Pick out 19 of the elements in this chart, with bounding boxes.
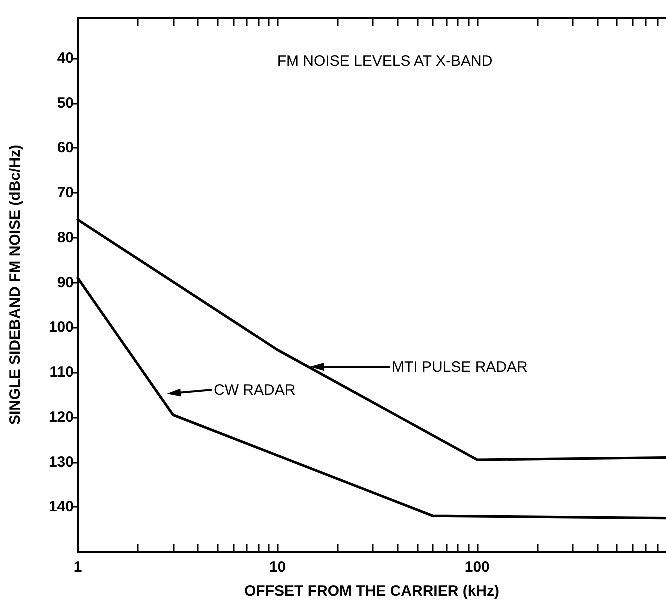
- y-tick-label: 70: [57, 184, 74, 202]
- y-tick-label: 80: [57, 229, 74, 246]
- x-tick-label: 1: [74, 559, 82, 576]
- y-tick-label: 120: [48, 408, 74, 426]
- y-tick-label: 140: [48, 498, 74, 516]
- x-tick-label: 100: [464, 559, 490, 576]
- y-tick-label: 110: [50, 364, 74, 382]
- y-tick-label: 40: [57, 50, 74, 67]
- annotation: MTI PULSE RADAR: [392, 359, 528, 376]
- x-tick-label: 10: [269, 559, 286, 576]
- y-tick-label: 90: [57, 274, 74, 292]
- y-tick-label: 60: [57, 140, 74, 157]
- y-axis-title: SINGLE SIDEBAND FM NOISE (dBc/Hz): [7, 144, 24, 426]
- x-axis-title: OFFSET FROM THE CARRIER (kHz): [244, 583, 500, 600]
- y-tick-label: 100: [48, 319, 74, 336]
- annotation: CW RADAR: [214, 382, 296, 399]
- y-tick-label: 50: [57, 94, 74, 112]
- y-tick-label: 130: [48, 454, 74, 471]
- text: FM NOISE LEVELS AT X-BAND: [277, 53, 493, 70]
